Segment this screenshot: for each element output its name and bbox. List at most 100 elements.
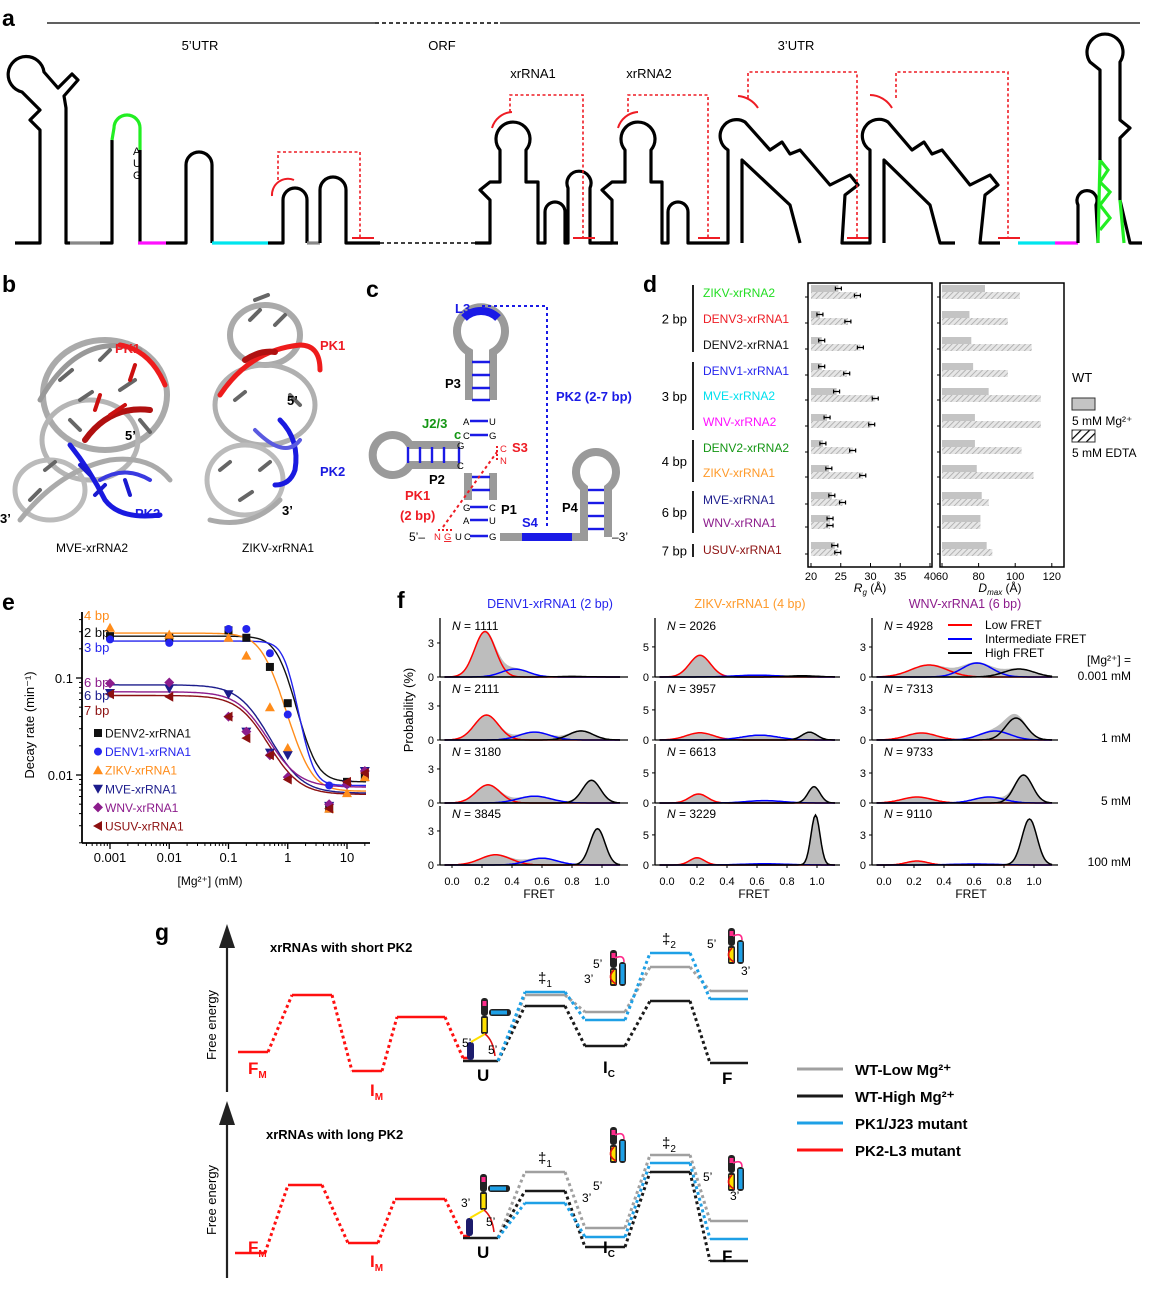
stem-loop-sl-a [6, 54, 80, 245]
x-tick-label: 0.4 [719, 876, 734, 888]
n-symbol: N [884, 619, 893, 633]
ts-main: ‡ [538, 970, 546, 987]
strand-end-label: 5’ [462, 1036, 471, 1050]
panel-label-f: f [397, 587, 405, 613]
group-label: 6 bp [662, 505, 687, 520]
saxs-bar-chart: ZIKV-xrRNA2 DENV3-xrRNA1 DENV2-xrRNA1 DENV1… [662, 282, 1136, 597]
x-tick-label: 100 [1006, 571, 1024, 583]
decay-rate-chart: 0.001 0.01 0.1 1 10 0.1 0.01 4 bp 2 bp3 bp 6 bp6… [22, 608, 370, 888]
bar-edta [811, 421, 872, 428]
y-tick-label: 0 [860, 672, 866, 684]
stem-p3 [610, 950, 617, 968]
histogram-panel: 0 3 N = 9110 0.0 0.2 0.4 0.6 0.8 1.0 FRET [860, 806, 1058, 901]
j23-label: J2/3 [422, 416, 447, 431]
y-tick-label: 0 [860, 735, 866, 747]
pk-dotted [895, 71, 1009, 238]
data-point [342, 788, 352, 798]
p3-hairpin [453, 303, 509, 400]
x-tick-label: 0.6 [534, 876, 549, 888]
p1-inner [729, 1175, 734, 1189]
y-tick-label: 0 [643, 798, 649, 810]
fit-curve-USUV-xrRNA1 [110, 694, 366, 795]
legend-marker [93, 784, 103, 794]
y-axis-label: Decay rate (min⁻¹) [22, 671, 37, 778]
p2-inner [738, 942, 743, 962]
bar-edta [942, 318, 1008, 325]
error-bar [843, 371, 851, 376]
category-label: USUV-xrRNA1 [703, 543, 782, 557]
five-prime-right: 5’ [287, 393, 298, 408]
xrrna2-structure [600, 120, 720, 245]
fret-histogram [659, 814, 837, 865]
histogram-panel: 0 5 N = 2026 [643, 618, 840, 684]
p1-inner [611, 970, 616, 984]
data-point [224, 625, 233, 634]
y-tick-label: 0.01 [48, 768, 73, 783]
wt-low-mg-top-transition [688, 966, 712, 992]
x-tick-label: 0.01 [157, 850, 182, 865]
fit-curve-WNV-xrRNA1 [110, 691, 366, 788]
n-symbol: N [667, 619, 676, 633]
strand-end-label: 5’ [486, 1215, 495, 1229]
panel-label-e: e [2, 589, 15, 615]
y-tick-label: 3 [860, 830, 866, 842]
legend-label: Intermediate FRET [985, 632, 1087, 646]
genome-schematic: 5’UTR ORF 3’UTR xrRNA1 xrRNA2 A U G [6, 22, 1142, 245]
pk-arc [491, 111, 513, 129]
histogram-panel: 0 3 N = 9733 [860, 744, 1058, 810]
mg-condition: 1 mM [1101, 731, 1131, 745]
bar-edta [942, 395, 1041, 402]
data-point [282, 774, 292, 785]
legend-label: ZIKV-xrRNA1 [105, 764, 177, 778]
data-point [265, 649, 274, 658]
fit-curve-DENV1-xrRNA1 [110, 640, 366, 787]
data-point [359, 767, 369, 778]
x-axis-label: [Mg²⁺] (mM) [178, 874, 243, 888]
bp-label: 7 bp [84, 703, 109, 718]
fret-histogram [876, 818, 1054, 865]
aug-u: U [133, 158, 141, 170]
top-title: xrRNAs with short PK2 [270, 940, 412, 955]
x-tick-label: 0.6 [749, 876, 764, 888]
x-tick-label: 0.6 [966, 876, 981, 888]
pk-arc [869, 94, 893, 109]
state-sub: M [375, 1092, 383, 1103]
3sl-hairpin [1085, 32, 1142, 245]
base-c: C [457, 461, 464, 472]
p2-label: P2 [429, 472, 445, 487]
histogram-panel: 0 5 N = 6613 [643, 744, 840, 810]
l3 [481, 1177, 486, 1182]
x-tick-label: 0.2 [906, 876, 921, 888]
error-bar [834, 286, 842, 291]
n-value: = 2111 [461, 682, 500, 696]
five-prime-tail [484, 1033, 496, 1057]
state-sub: M [375, 1263, 383, 1274]
legend-label: DENV1-xrRNA1 [105, 745, 191, 759]
transition-state-label: ‡1 [538, 970, 552, 990]
stem-p3 [480, 1174, 487, 1192]
n-symbol: N [667, 807, 676, 821]
x-tick-label: 25 [835, 571, 847, 583]
bar-mg [942, 542, 987, 549]
rg-axis-unit: (Å) [867, 580, 886, 595]
n-symbol: N [884, 807, 893, 821]
fit-curve-MVE-xrRNA1 [110, 684, 366, 794]
y-tick-label: 0 [428, 672, 434, 684]
error-bar [831, 543, 839, 548]
p2-inner [620, 964, 625, 984]
dmax-axis-main: D [978, 581, 987, 595]
error-bar [871, 396, 879, 401]
n-symbol: N [667, 745, 676, 759]
panel-label-g: g [155, 919, 169, 945]
bottom-title: xrRNAs with long PK2 [266, 1127, 403, 1142]
pk1-j23-mutant-top-transition [563, 991, 587, 1021]
mg-condition: 5 mM [1101, 794, 1131, 808]
legend-label: WT-High Mg²⁺ [855, 1089, 955, 1106]
legend-label: WT-Low Mg²⁺ [855, 1062, 951, 1079]
data-point [242, 625, 251, 634]
bar-edta [942, 344, 1032, 351]
wt-high-mg-top-transition [688, 1000, 712, 1064]
bar-edta [811, 472, 863, 479]
bar-edta [942, 421, 1041, 428]
